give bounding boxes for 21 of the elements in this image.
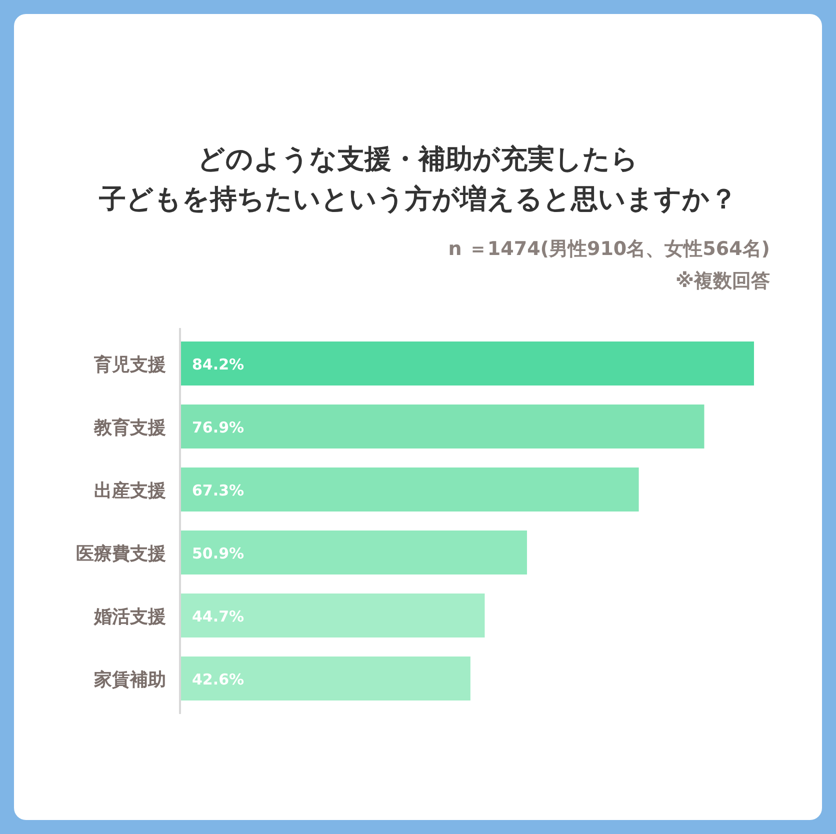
data-label: 50.9%	[192, 544, 244, 562]
y-tick-label: 医療費支援	[76, 544, 166, 564]
y-tick-label: 育児支援	[93, 354, 166, 376]
y-tick-label: 教育支援	[93, 416, 166, 438]
data-label: 44.7%	[192, 608, 244, 626]
text: ※複数回答	[676, 270, 770, 292]
data-label: 84.2%	[192, 356, 244, 374]
bar	[180, 656, 470, 700]
data-label: 76.9%	[192, 418, 244, 436]
data-label: 42.6%	[192, 670, 244, 688]
y-tick-label: 婚活支援	[93, 606, 166, 628]
chart-title: どのような支援・補助が充実したら子どもを持ちたいという方が増えると思いますか？	[98, 144, 737, 215]
bar	[180, 530, 527, 574]
y-tick-label: 家賃補助	[93, 670, 166, 690]
y-tick-label: 出産支援	[94, 480, 166, 502]
bar	[180, 468, 639, 512]
data-label: 67.3%	[192, 482, 244, 500]
chart-subtitle: n ＝1474(男性910名、女性564名)	[448, 238, 770, 260]
bar	[180, 404, 704, 448]
bar	[180, 342, 754, 386]
bar	[180, 594, 485, 638]
